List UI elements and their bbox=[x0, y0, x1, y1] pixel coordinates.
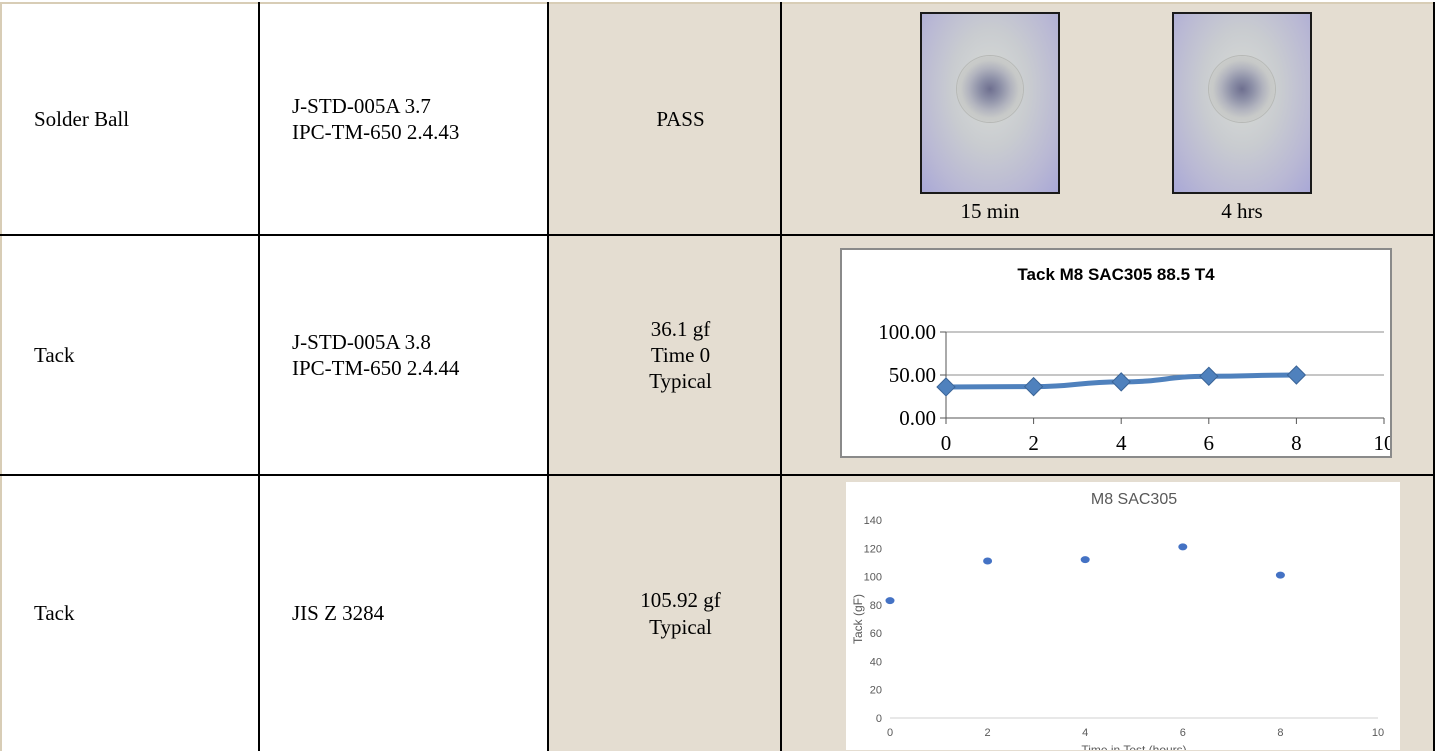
test-name: Tack bbox=[34, 342, 75, 367]
x-tick-label: 2 bbox=[1028, 431, 1039, 455]
tack-line-chart-svg: Tack M8 SAC305 88.5 T4 0.00 50.00 100.00 0 2 4… bbox=[878, 265, 1394, 455]
x-tick-label: 10 bbox=[1374, 431, 1391, 455]
data-point bbox=[1080, 556, 1090, 564]
test-method-cell: J-STD-005A 3.7 IPC-TM-650 2.4.43 bbox=[258, 2, 549, 236]
test-result-line: Typical bbox=[649, 369, 712, 394]
x-tick-label: 4 bbox=[1082, 727, 1088, 739]
test-method-cell: J-STD-005A 3.8 IPC-TM-650 2.4.44 bbox=[258, 234, 549, 476]
y-tick-label: 120 bbox=[864, 543, 882, 555]
test-method-line: JIS Z 3284 bbox=[292, 601, 385, 626]
y-axis-label: Tack (gF) bbox=[851, 594, 865, 644]
test-name-cell: Tack bbox=[0, 474, 260, 751]
data-point bbox=[1286, 365, 1307, 385]
y-tick-label: 20 bbox=[870, 685, 882, 697]
table-row: Solder Ball J-STD-005A 3.7 IPC-TM-650 2.… bbox=[0, 2, 1435, 236]
y-tick-label: 40 bbox=[870, 656, 882, 668]
x-tick-label: 8 bbox=[1291, 431, 1302, 455]
test-name-cell: Tack bbox=[0, 234, 260, 476]
data-point bbox=[983, 557, 993, 565]
data-point bbox=[1199, 366, 1219, 386]
test-chart-cell: M8 SAC305 0 20 40 60 80 100 120 140 0 2 4 6 8 10 Time i… bbox=[780, 474, 1435, 756]
test-method-line: IPC-TM-650 2.4.44 bbox=[292, 356, 460, 380]
test-name: Tack bbox=[34, 601, 75, 626]
test-result-line: Typical bbox=[649, 614, 712, 639]
x-tick-label: 4 bbox=[1116, 431, 1127, 455]
table-row: Tack J-STD-005A 3.8 IPC-TM-650 2.4.44 36… bbox=[0, 234, 1435, 476]
solder-ball-photo-4hrs: 4 hrs bbox=[1172, 12, 1312, 224]
tack-line-chart: Tack M8 SAC305 88.5 T4 0.00 50.00 100.00 0 2 4… bbox=[840, 248, 1395, 458]
y-tick-label: 60 bbox=[870, 628, 882, 640]
test-result-line: Time 0 bbox=[650, 342, 711, 367]
y-tick-label: 50.00 bbox=[889, 363, 936, 387]
solder-ball-image bbox=[1172, 12, 1312, 194]
data-point bbox=[1023, 376, 1044, 397]
data-point bbox=[936, 377, 956, 397]
test-name-cell: Solder Ball bbox=[0, 2, 260, 236]
test-result-line: 36.1 gf bbox=[650, 316, 711, 341]
x-tick-label: 0 bbox=[941, 431, 952, 455]
test-method-line: J-STD-005A 3.8 bbox=[292, 329, 431, 354]
x-tick-label: 6 bbox=[1180, 727, 1186, 739]
data-point bbox=[1178, 543, 1188, 551]
table-row: Tack JIS Z 3284 105.92 gf Typical M8 SAC… bbox=[0, 474, 1435, 756]
solder-ball-image bbox=[920, 12, 1060, 194]
data-point bbox=[1275, 571, 1285, 579]
y-tick-label: 0 bbox=[876, 713, 882, 725]
data-point bbox=[885, 597, 895, 605]
data-point bbox=[1111, 372, 1131, 392]
y-tick-label: 100 bbox=[864, 572, 882, 584]
x-tick-label: 10 bbox=[1372, 727, 1384, 739]
y-tick-label: 80 bbox=[870, 600, 882, 612]
test-result-cell: PASS bbox=[547, 2, 782, 236]
x-tick-label: 0 bbox=[887, 727, 893, 739]
test-result-cell: 105.92 gf Typical bbox=[547, 474, 782, 751]
test-method-line: J-STD-005A 3.7 bbox=[292, 93, 431, 118]
chart-title: M8 SAC305 bbox=[1091, 491, 1177, 508]
x-tick-label: 8 bbox=[1277, 727, 1283, 739]
test-name: Solder Ball bbox=[34, 106, 130, 131]
test-result-line: PASS bbox=[656, 106, 705, 131]
chart-title: Tack M8 SAC305 88.5 T4 bbox=[1017, 265, 1215, 284]
test-method-cell: JIS Z 3284 bbox=[258, 474, 549, 751]
y-tick-label: 140 bbox=[864, 515, 882, 527]
test-result-line: 105.92 gf bbox=[640, 588, 721, 613]
x-tick-label: 2 bbox=[985, 727, 991, 739]
test-method-line: IPC-TM-650 2.4.43 bbox=[292, 120, 460, 144]
tack-scatter-chart-svg: M8 SAC305 0 20 40 60 80 100 120 140 0 2 4 6 8 10 Time i… bbox=[851, 491, 1384, 756]
x-axis-label: Time in Test (hours) bbox=[1081, 743, 1186, 750]
test-chart-cell: Tack M8 SAC305 88.5 T4 0.00 50.00 100.00 0 2 4… bbox=[780, 234, 1435, 476]
test-result-cell: 36.1 gf Time 0 Typical bbox=[547, 234, 782, 476]
photo-caption: 15 min bbox=[960, 199, 1020, 223]
test-image-cell: 15 min 4 hrs bbox=[780, 2, 1435, 236]
x-tick-label: 6 bbox=[1204, 431, 1215, 455]
solder-ball-photo-15min: 15 min bbox=[920, 12, 1060, 224]
tack-scatter-chart: M8 SAC305 0 20 40 60 80 100 120 140 0 2 4 6 8 10 Time i… bbox=[846, 482, 1400, 756]
photo-caption: 4 hrs bbox=[1221, 199, 1263, 223]
y-tick-label: 0.00 bbox=[899, 406, 936, 430]
y-tick-label: 100.00 bbox=[878, 320, 936, 344]
